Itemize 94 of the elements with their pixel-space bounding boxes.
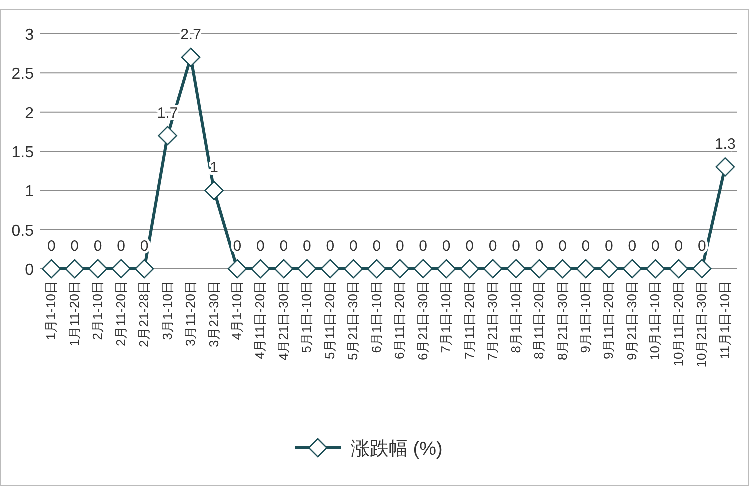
y-tick-label: 1 — [25, 184, 34, 201]
point — [506, 259, 526, 279]
point — [576, 259, 596, 279]
data-label: 0 — [442, 238, 451, 255]
x-tick-label: 10月11日-20日 — [670, 281, 686, 367]
y-tick-label: 1.5 — [12, 144, 34, 162]
x-tick-label: 8月1日-10日 — [508, 281, 524, 354]
x-tick-label: 4月11日-20日 — [252, 281, 268, 360]
point — [158, 126, 178, 146]
point — [88, 259, 108, 279]
point — [367, 259, 387, 279]
data-label: 0 — [512, 238, 520, 255]
point — [181, 48, 201, 68]
x-tick-label: 10月1日-10日 — [648, 281, 663, 360]
data-label: 0 — [535, 238, 544, 255]
x-tick-label: 3月11-20日 — [183, 281, 198, 347]
point — [134, 259, 154, 279]
x-tick-label: 7月21日-30日 — [485, 281, 500, 360]
x-tick-label: 1月1-10日 — [44, 281, 59, 340]
data-label: 0 — [558, 238, 567, 255]
data-label: 0 — [303, 238, 312, 255]
point — [274, 259, 294, 279]
y-tick-label: 3 — [25, 27, 34, 44]
point — [228, 259, 248, 279]
data-label: 0 — [47, 238, 56, 255]
point — [344, 259, 364, 279]
point — [553, 259, 572, 279]
x-tick-label: 9月21日-30日 — [624, 281, 640, 360]
data-label: 0 — [582, 238, 590, 255]
x-tick-label: 1月11-20日 — [66, 281, 82, 347]
point — [483, 259, 503, 279]
x-tick-label: 8月11日-20日 — [532, 281, 547, 360]
data-label: 0 — [117, 238, 126, 255]
point — [320, 259, 340, 279]
x-tick-label: 11月1日-10日 — [717, 281, 732, 360]
point — [204, 181, 224, 200]
x-tick-label: 3月1-10日 — [160, 281, 175, 340]
x-tick-label: 4月1-10日 — [229, 281, 244, 340]
data-label: 0 — [280, 238, 288, 255]
point — [669, 259, 689, 279]
data-label: 0 — [70, 238, 80, 255]
data-label: 0 — [372, 238, 382, 255]
x-tick-label: 6月11日-20日 — [392, 281, 408, 360]
x-tick-label: 7月11日-20日 — [462, 281, 477, 360]
data-label: 0 — [698, 238, 706, 255]
y-tick-label: 0.5 — [12, 222, 34, 240]
x-tick-label: 10月21日-30日 — [694, 281, 710, 368]
point — [298, 259, 317, 279]
x-tick-label: 6月1日-10日 — [368, 281, 384, 354]
data-label: 1.3 — [714, 136, 736, 154]
point — [390, 259, 410, 279]
x-tick-label: 7月1日-10日 — [438, 281, 454, 354]
data-label: 0 — [466, 238, 474, 255]
point — [414, 259, 433, 279]
x-tick-label: 2月11-20日 — [113, 281, 128, 347]
point — [436, 259, 456, 279]
point — [600, 259, 619, 279]
data-label: 0 — [419, 238, 428, 255]
data-label: 0 — [233, 238, 242, 255]
data-label: 0 — [652, 238, 660, 255]
x-tick-label: 3月21-30日 — [206, 281, 222, 348]
point — [692, 259, 712, 279]
x-tick-label: 5月11日-20日 — [322, 281, 338, 360]
data-label: 0 — [326, 238, 335, 255]
point — [460, 259, 480, 279]
x-tick-label: 9月11日-20日 — [601, 281, 616, 360]
data-label: 0 — [628, 238, 637, 255]
x-tick-label: 5月21日-30日 — [346, 281, 361, 360]
legend-label: 涨跌幅 (%) — [351, 439, 443, 460]
x-tick-label: 2月1-10日 — [90, 281, 106, 340]
x-tick-label: 5月1日-10日 — [299, 281, 314, 354]
x-tick-label: 9月1日-10日 — [578, 281, 593, 354]
point — [622, 259, 642, 279]
data-label: 0 — [674, 238, 684, 255]
x-tick-label: 8月21日-30日 — [554, 281, 570, 360]
data-label: 0 — [256, 238, 265, 255]
point — [42, 259, 62, 279]
y-tick-label: 2.5 — [12, 66, 34, 84]
point — [530, 259, 550, 279]
point — [65, 259, 84, 279]
point — [646, 259, 666, 279]
data-label: 0 — [94, 238, 102, 255]
x-tick-label: 2月21-28日 — [136, 281, 152, 348]
point — [716, 158, 736, 177]
data-label: 0 — [488, 238, 498, 255]
data-label: 0 — [605, 238, 614, 255]
y-tick-label: 0 — [25, 262, 34, 279]
x-tick-label: 4月21日-30日 — [276, 281, 291, 360]
point — [112, 259, 131, 279]
data-label: 0 — [349, 238, 358, 255]
data-label: 0 — [396, 238, 404, 255]
y-tick-label: 2 — [25, 105, 34, 122]
point — [251, 259, 270, 279]
x-tick-label: 6月21日-30日 — [415, 281, 430, 360]
